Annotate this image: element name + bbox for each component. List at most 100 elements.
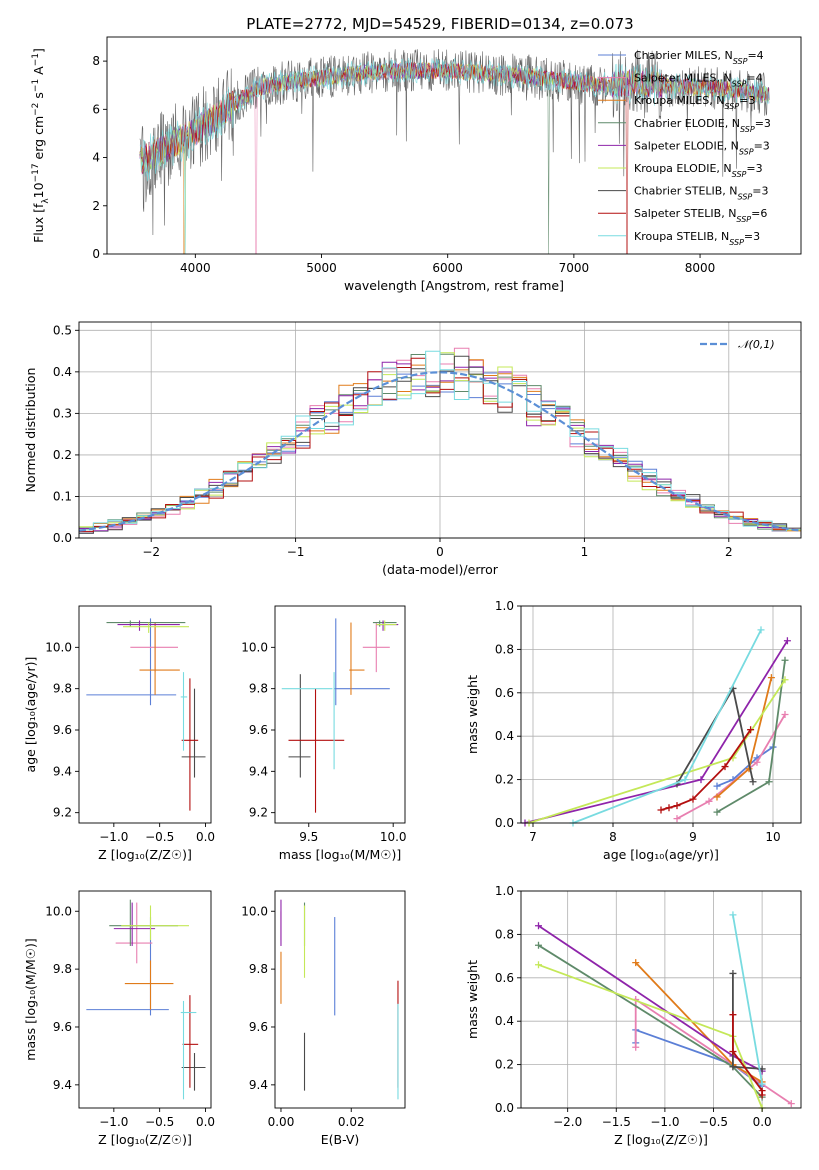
plot-area <box>521 626 791 827</box>
legend-entry-1: Salpeter MILES, NSSP=4 <box>634 72 763 89</box>
y-tick-label: 2 <box>92 199 100 213</box>
y-tick-label: 9.6 <box>249 723 268 737</box>
axes-border <box>274 605 406 824</box>
y-tick-label: 9.2 <box>53 806 72 820</box>
x-axis-label: age [log₁₀(age/yr)] <box>603 847 719 862</box>
legend-subscript: SSP <box>732 170 747 179</box>
y-label-part: A <box>31 66 46 79</box>
weight-marker-7 <box>747 726 755 734</box>
legend-subscript: SSP <box>736 215 751 224</box>
y-tick-label: 9.8 <box>53 962 72 976</box>
x-axis-label: wavelength [Angstrom, rest frame] <box>344 278 564 293</box>
y-axis-label: mass weight <box>465 675 480 754</box>
x-tick-label: 8000 <box>685 261 716 275</box>
x-tick-label: 7 <box>529 830 537 844</box>
x-tick-label: 9 <box>689 830 697 844</box>
weight-marker-3 <box>535 941 542 949</box>
x-tick-label: 8 <box>609 830 617 844</box>
legend-text: Kroupa ELODIE, N <box>634 162 732 175</box>
x-tick-label: 2 <box>725 545 733 559</box>
spectra-group <box>139 49 770 254</box>
x-tick-label: 5000 <box>306 261 337 275</box>
weight-marker-4 <box>697 776 705 784</box>
x-tick-label: 10 <box>765 830 780 844</box>
x-tick-label: 0.0 <box>196 1115 215 1129</box>
y-tick-label: 0.8 <box>495 642 514 656</box>
y-tick-label: 9.4 <box>53 1078 72 1092</box>
y-tick-label: 9.6 <box>249 1020 268 1034</box>
y-tick-label: 9.4 <box>249 1078 268 1092</box>
x-tick-label: −2 <box>142 545 160 559</box>
y-tick-label: 0.8 <box>495 927 514 941</box>
plot-area <box>535 911 795 1112</box>
spectrum-panel: 4000 5000 6000 7000 8000 0 2 4 6 8 wavelength [Ang… <box>31 36 802 293</box>
legend-text: Kroupa STELIB, N <box>634 230 729 243</box>
y-tick-label: 0.0 <box>495 816 514 830</box>
plot-area <box>86 899 206 1100</box>
legend-text: =3 <box>755 117 771 130</box>
y-label-part: −1 <box>31 53 41 66</box>
weight-line-4 <box>537 924 763 1072</box>
y-label-part: −2 <box>31 103 41 116</box>
legend-entry-4: Salpeter ELODIE, NSSP=3 <box>634 139 770 156</box>
y-tick-label: 0.6 <box>495 971 514 985</box>
y-label-part: s <box>31 92 46 103</box>
axes-frame: 7 8 9 10 0.0 0.2 0.4 0.6 0.8 1.0 age [log₁₀(age/yr… <box>465 599 802 862</box>
axes-frame: −2 −1 0 1 2 0.0 0.1 0.2 0.3 0.4 0.5 (data-model)/er… <box>23 321 802 577</box>
mass-weight-vs-age-panel: 7 8 9 10 0.0 0.2 0.4 0.6 0.8 1.0 age [log₁₀(age/yr… <box>465 599 802 862</box>
y-label-part: −17 <box>31 163 41 182</box>
spectrum-line-8 <box>139 57 770 254</box>
x-tick-label: 0.0 <box>753 1115 772 1129</box>
weight-marker-7 <box>721 763 729 771</box>
age-vs-metallicity-panel: −1.0 −0.5 0.0 9.2 9.4 9.6 9.8 10.0 Z [log₁₀(Z/Z☉… <box>23 605 215 862</box>
weight-marker-1 <box>753 758 761 766</box>
weight-marker-8 <box>758 1080 766 1088</box>
legend-text: Salpeter MILES, N <box>634 72 732 85</box>
legend-text: Chabrier STELIB, N <box>634 185 738 198</box>
y-tick-label: 9.6 <box>53 723 72 737</box>
weight-line-7 <box>660 729 752 811</box>
y-tick-label: 4 <box>92 151 100 165</box>
weight-marker-1 <box>632 1043 640 1051</box>
y-tick-label: 6 <box>92 102 100 116</box>
x-tick-label: −0.5 <box>145 830 174 844</box>
legend-entry-7: Salpeter STELIB, NSSP=6 <box>634 207 767 224</box>
y-tick-label: 9.6 <box>53 1020 72 1034</box>
y-tick-label: 0.1 <box>53 489 72 503</box>
y-tick-label: 0.4 <box>53 365 72 379</box>
weight-marker-6 <box>729 969 737 977</box>
y-label-part: λ <box>41 198 51 204</box>
y-axis-label: Normed distribution <box>23 368 38 493</box>
axes-frame: −2.0 −1.5 −1.0 −0.5 0.0 0.0 0.2 0.4 0.6 0.8 1.0 Z [… <box>465 884 802 1147</box>
y-axis-label: age [log₁₀(age/yr)] <box>23 657 38 773</box>
x-tick-label: 1 <box>581 545 589 559</box>
weight-marker-8 <box>729 911 737 919</box>
y-tick-label: 9.8 <box>249 962 268 976</box>
histograms-group <box>79 347 801 536</box>
legend-text: =4 <box>747 49 763 62</box>
x-tick-label: 0.0 <box>196 830 215 844</box>
weight-marker-1 <box>781 711 789 718</box>
axes-border <box>78 890 212 1109</box>
weight-marker-6 <box>729 1063 737 1071</box>
x-tick-label: −1 <box>287 545 305 559</box>
x-tick-label: −1.0 <box>650 1115 679 1129</box>
grid-lines <box>521 605 801 824</box>
legend-text: =6 <box>751 207 767 220</box>
legend-entry-2: Kroupa MILES, NSSP=3 <box>634 94 755 111</box>
y-axis-label: mass [log₁₀(M/M☉)] <box>23 938 38 1060</box>
legend-text: Kroupa MILES, N <box>634 94 724 107</box>
weight-marker-5 <box>535 961 542 969</box>
y-tick-label: 9.8 <box>249 682 268 696</box>
y-tick-label: 0.0 <box>53 531 72 545</box>
mass-vs-metallicity-panel: −1.0 −0.5 0.0 9.4 9.6 9.8 10.0 Z [log₁₀(Z/Z☉)] m… <box>23 890 215 1147</box>
x-tick-label: 7000 <box>559 261 590 275</box>
x-tick-label: 10.0 <box>380 830 407 844</box>
y-label-part: 10 <box>31 182 46 198</box>
legend-entry-3: Chabrier ELODIE, NSSP=3 <box>634 117 771 134</box>
age-vs-mass-panel: 9.5 10.0 9.2 9.4 9.6 9.8 10.0 mass [log₁₀(M/M☉)… <box>241 605 407 862</box>
weight-marker-1 <box>705 797 713 805</box>
y-tick-label: 9.2 <box>249 806 268 820</box>
